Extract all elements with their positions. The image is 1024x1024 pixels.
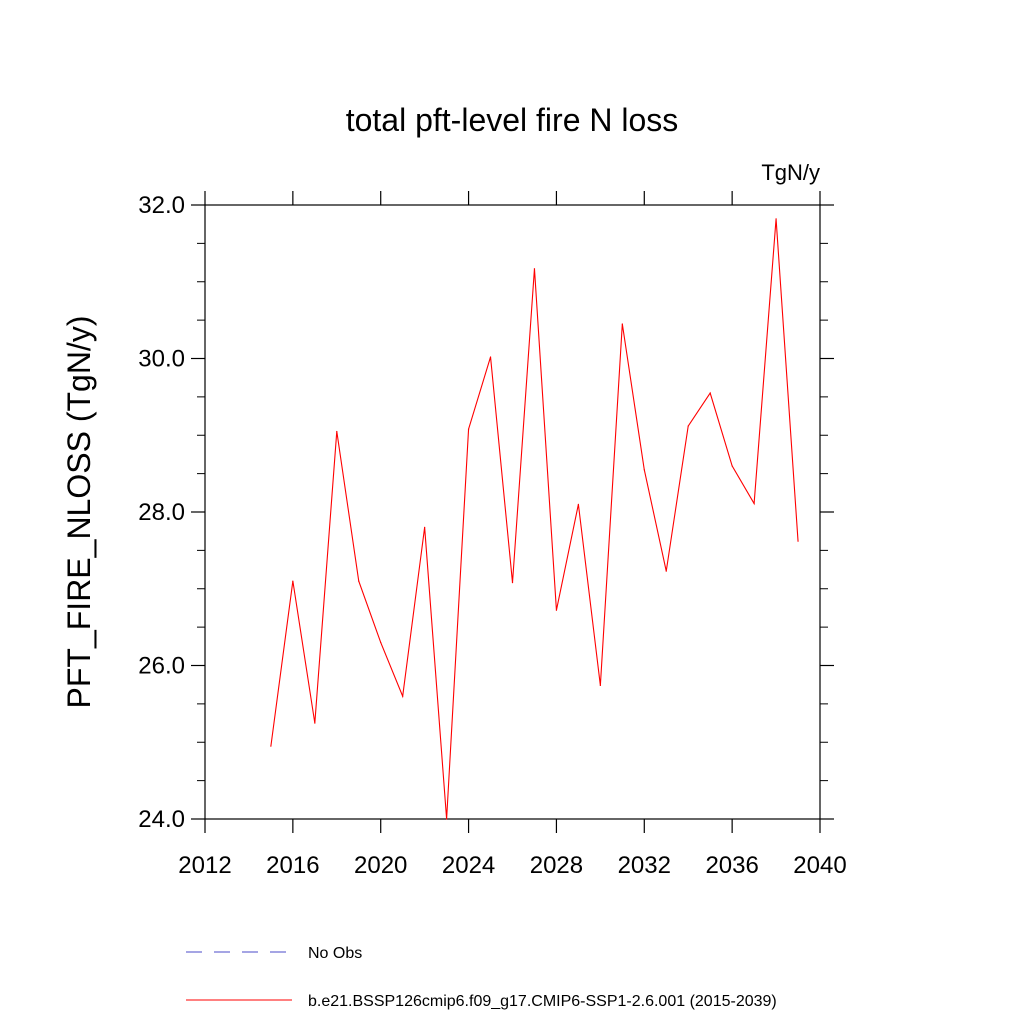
x-tick-label: 2040 <box>793 852 846 879</box>
x-tick-label: 2024 <box>442 852 495 879</box>
x-tick-label: 2036 <box>705 852 758 879</box>
data-point <box>446 818 448 820</box>
x-tick-label: 2020 <box>354 852 407 879</box>
data-point <box>467 428 470 430</box>
data-point <box>402 695 404 697</box>
data-point <box>687 425 689 427</box>
y-tick-label: 30.0 <box>138 346 185 373</box>
data-point <box>489 356 492 358</box>
x-tick-label: 2016 <box>266 852 319 879</box>
data-point <box>358 580 360 582</box>
data-point <box>380 641 382 644</box>
axis-ticks <box>191 191 834 833</box>
plot-frame <box>204 204 821 820</box>
x-tick-label: 2028 <box>530 852 583 879</box>
y-tick-label: 32.0 <box>138 192 185 219</box>
series-line-0 <box>270 218 799 820</box>
y-axis-label: PFT_FIRE_NLOSS (TgN/y) <box>61 316 97 709</box>
legend: No Obs b.e21.BSSP126cmip6.f09_g17.CMIP6-S… <box>186 945 777 1010</box>
y-tick-label: 28.0 <box>138 499 185 526</box>
x-tick-label: 2032 <box>618 852 671 879</box>
data-point <box>665 570 667 572</box>
chart-title: total pft-level fire N loss <box>346 102 679 138</box>
legend-label: b.e21.BSSP126cmip6.f09_g17.CMIP6-SSP1-2.… <box>308 993 777 1010</box>
data-point <box>555 609 558 611</box>
data-point <box>621 323 623 325</box>
data-point <box>533 268 536 270</box>
y-tick-label: 24.0 <box>138 806 185 833</box>
x-tick-label: 2012 <box>178 852 231 879</box>
data-point <box>424 526 426 528</box>
series-layer <box>270 218 799 820</box>
data-point <box>314 722 316 724</box>
data-point <box>797 540 799 542</box>
data-point <box>577 503 579 505</box>
data-point <box>709 392 711 394</box>
data-point <box>753 502 755 505</box>
data-point <box>643 469 645 471</box>
data-point <box>511 582 514 584</box>
data-point <box>336 430 338 433</box>
units-label: TgN/y <box>761 160 820 185</box>
y-tick-label: 26.0 <box>138 653 185 680</box>
legend-label: No Obs <box>308 945 362 962</box>
data-point <box>775 218 777 220</box>
data-point <box>599 684 601 687</box>
data-point <box>270 745 272 747</box>
data-point <box>292 580 294 582</box>
data-point <box>731 465 733 467</box>
axis-tick-labels: 2012 2016 2020 2024 2028 2032 2036 2040 24.0 26.0… <box>138 192 846 879</box>
